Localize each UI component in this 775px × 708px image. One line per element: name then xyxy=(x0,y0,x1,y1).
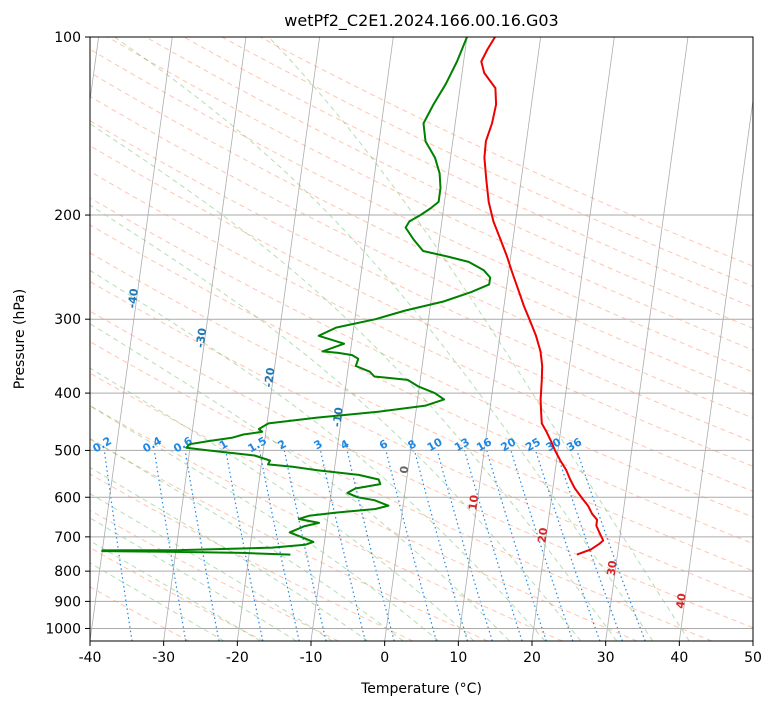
dewpoint-line xyxy=(101,37,492,556)
dry-adiabat xyxy=(90,372,638,641)
isotherm-label: -40 xyxy=(125,287,141,309)
dry-adiabat xyxy=(90,405,563,641)
moist-adiabat xyxy=(90,466,368,641)
moist-adiabat xyxy=(90,437,404,641)
dry-adiabat xyxy=(90,145,753,467)
y-axis: 100 200 300 400 500 600 700 800 900 1000 xyxy=(45,30,90,637)
mixing-ratio-line xyxy=(555,450,623,641)
x-tick-label: 30 xyxy=(597,650,615,666)
temperature-line xyxy=(480,37,605,556)
x-tick-label: -10 xyxy=(300,650,323,666)
mixing-ratio-label: 0.4 xyxy=(140,434,164,455)
y-tick-label: 1000 xyxy=(45,621,81,637)
dry-adiabat xyxy=(183,37,753,308)
isotherm-line xyxy=(236,37,321,641)
chart-title: wetPf2_C2E1.2024.166.00.16.G03 xyxy=(284,11,558,31)
y-axis-label: Pressure (hPa) xyxy=(12,289,28,389)
x-axis-label: Temperature (°C) xyxy=(360,681,482,697)
isotherm-label: 10 xyxy=(466,494,481,511)
isotherm-label: -60 xyxy=(0,208,4,230)
y-tick-label: 200 xyxy=(54,208,81,224)
plot-frame xyxy=(89,36,754,642)
x-tick-label: 20 xyxy=(523,650,541,666)
mixing-ratio-label: 36 xyxy=(564,435,584,454)
mixing-ratio-line xyxy=(576,450,646,641)
mixing-ratio-line xyxy=(486,450,547,641)
dry-adiabat xyxy=(90,509,339,641)
y-tick-label: 500 xyxy=(54,443,81,459)
isotherm-line xyxy=(531,37,615,641)
isotherm-line xyxy=(457,37,542,641)
dry-adiabat xyxy=(90,224,753,545)
x-tick-label: 40 xyxy=(670,650,688,666)
dry-adiabat xyxy=(90,438,488,641)
isotherm-label: 0 xyxy=(398,465,412,475)
isotherm-label: 40 xyxy=(674,592,689,609)
dry-adiabat xyxy=(90,310,753,629)
y-tick-label: 300 xyxy=(54,312,81,328)
mixing-ratio-line xyxy=(153,450,187,641)
isotherm-line xyxy=(605,37,689,641)
mixing-ratio-line xyxy=(413,450,469,641)
x-tick-label: 0 xyxy=(380,650,389,666)
mixing-ratio-line xyxy=(464,450,523,641)
mixing-ratio-label: 10 xyxy=(425,435,445,454)
mixing-ratio-label: 0.2 xyxy=(91,434,114,455)
moist-adiabat xyxy=(90,517,297,641)
moist-adiabat xyxy=(268,37,690,641)
moist-adiabat xyxy=(90,562,225,641)
y-tick-label: 600 xyxy=(54,490,81,506)
mixing-ratio-label: 20 xyxy=(498,435,518,454)
isoline-labels: -100-90-80-70-60-50-40-30-20-10010203040… xyxy=(0,208,689,609)
x-tick-label: -40 xyxy=(79,650,102,666)
mixing-ratio-label: 25 xyxy=(523,435,543,454)
x-axis: -40 -30 -20 -10 0 10 20 30 40 50 xyxy=(79,641,762,666)
y-tick-label: 800 xyxy=(54,564,81,580)
dry-adiabat xyxy=(107,37,753,351)
x-tick-label: -30 xyxy=(152,650,175,666)
moist-adiabat xyxy=(90,405,439,641)
isotherm-label: -20 xyxy=(262,366,278,388)
moist-adiabat xyxy=(90,269,546,641)
isotherm-label: -10 xyxy=(330,406,346,428)
isotherm-line xyxy=(163,37,247,641)
mixing-ratio-line xyxy=(225,450,264,641)
isotherm-line xyxy=(752,638,753,641)
moist-adiabat xyxy=(90,123,618,641)
y-tick-label: 700 xyxy=(54,530,81,546)
isotherm-label: 20 xyxy=(535,527,550,544)
dry-adiabat xyxy=(145,37,753,329)
dry-adiabat xyxy=(90,547,264,641)
isotherm-line xyxy=(384,37,468,641)
isotherm-line xyxy=(310,37,394,641)
mixing-ratio-line xyxy=(510,450,574,641)
x-tick-label: 50 xyxy=(744,650,762,666)
dry-adiabat xyxy=(90,197,753,518)
y-tick-label: 900 xyxy=(54,594,81,610)
dry-adiabat xyxy=(90,95,753,419)
mixing-ratio-line xyxy=(436,450,493,641)
moist-adiabat xyxy=(90,204,582,641)
mixing-ratio-line xyxy=(103,450,133,641)
y-tick-label: 100 xyxy=(54,30,81,46)
moist-adiabat xyxy=(90,492,333,641)
data-series xyxy=(101,37,605,556)
moist-adiabat xyxy=(90,540,261,641)
isotherm-line xyxy=(90,37,173,641)
isotherm-label: -30 xyxy=(194,327,210,349)
y-tick-label: 400 xyxy=(54,386,81,402)
isotherm-label: 30 xyxy=(605,559,620,576)
moist-adiabat xyxy=(90,323,510,641)
x-tick-label: -20 xyxy=(226,650,249,666)
isotherm-line xyxy=(678,97,753,641)
isotherm-label: -50 xyxy=(57,248,73,270)
isotherm-line xyxy=(90,37,100,104)
mixing-ratio-line xyxy=(184,450,220,641)
x-tick-label: 10 xyxy=(449,650,467,666)
mixing-ratio-label: 16 xyxy=(474,435,494,454)
moist-adiabat xyxy=(90,367,475,641)
mixing-ratio-label: 13 xyxy=(452,435,472,454)
